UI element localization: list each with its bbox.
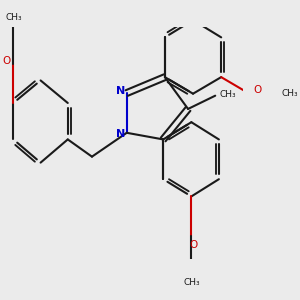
- Text: CH₃: CH₃: [183, 278, 200, 286]
- Text: N: N: [116, 130, 125, 140]
- Text: CH₃: CH₃: [281, 89, 298, 98]
- Text: O: O: [2, 56, 10, 66]
- Text: O: O: [189, 239, 197, 250]
- Text: N: N: [116, 86, 125, 96]
- Text: CH₃: CH₃: [219, 89, 236, 98]
- Text: O: O: [253, 85, 262, 95]
- Text: CH₃: CH₃: [5, 14, 22, 22]
